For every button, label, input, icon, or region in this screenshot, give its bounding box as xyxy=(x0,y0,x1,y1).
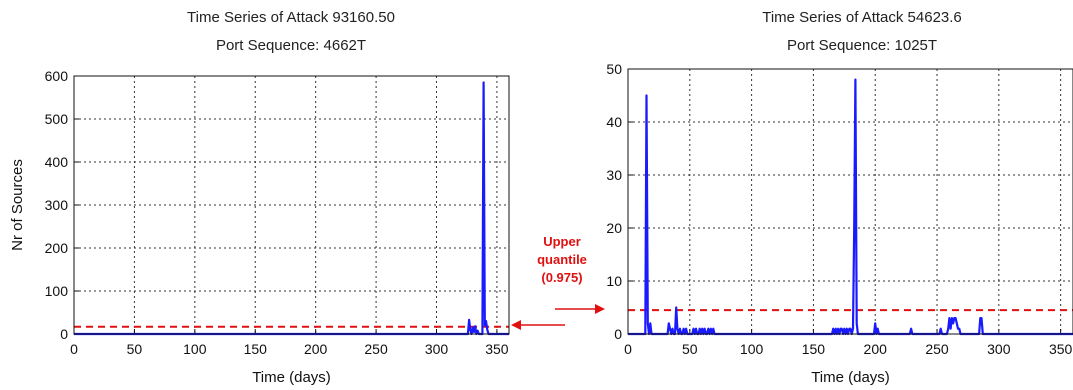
y-axis-label: Nr of Sources xyxy=(9,159,26,251)
annotation-line-3: (0.975) xyxy=(541,270,582,285)
y-tick-label: 40 xyxy=(606,114,622,130)
chart-subtitle: Port Sequence: 1025T xyxy=(787,37,937,54)
x-tick-label: 200 xyxy=(304,341,328,357)
chart-attack-93160: Time Series of Attack 93160.50 Port Seque… xyxy=(9,9,510,386)
series-line xyxy=(628,78,1073,336)
x-axis-label: Time (days) xyxy=(252,369,331,386)
x-tick-label: 350 xyxy=(485,341,509,357)
y-tick-label: 400 xyxy=(45,154,69,170)
annotation-line-2: quantile xyxy=(537,252,587,267)
y-tick-label: 10 xyxy=(606,273,622,289)
x-tick-label: 250 xyxy=(925,341,949,357)
y-tick-label: 300 xyxy=(45,197,69,213)
x-tick-label: 150 xyxy=(802,341,826,357)
chart-title: Time Series of Attack 54623.6 xyxy=(762,9,962,26)
x-tick-label: 300 xyxy=(425,341,449,357)
arrow-left-head xyxy=(511,320,521,330)
y-tick-label: 500 xyxy=(45,111,69,127)
plot-area xyxy=(628,69,1073,334)
x-tick-label: 200 xyxy=(864,341,888,357)
x-tick-label: 100 xyxy=(183,341,207,357)
chart-subtitle: Port Sequence: 4662T xyxy=(216,37,366,54)
plot-frame xyxy=(627,68,1073,335)
x-tick-label: 100 xyxy=(740,341,764,357)
y-tick-label: 100 xyxy=(45,283,69,299)
x-tick-label: 150 xyxy=(244,341,268,357)
y-tick-label: 0 xyxy=(60,326,68,342)
x-axis-label: Time (days) xyxy=(811,369,890,386)
upper-quantile-annotation: Upper quantile (0.975) xyxy=(511,234,605,330)
chart-title: Time Series of Attack 93160.50 xyxy=(187,9,395,26)
x-tick-label: 50 xyxy=(682,341,698,357)
y-tick-label: 0 xyxy=(614,326,622,342)
x-tick-label: 250 xyxy=(364,341,388,357)
y-tick-label: 20 xyxy=(606,220,622,236)
x-tick-label: 350 xyxy=(1049,341,1073,357)
arrow-right-head xyxy=(595,304,605,314)
y-tick-label: 50 xyxy=(606,61,622,77)
x-tick-label: 300 xyxy=(987,341,1011,357)
x-tick-label: 0 xyxy=(624,341,632,357)
y-tick-label: 30 xyxy=(606,167,622,183)
y-tick-label: 600 xyxy=(45,68,69,84)
x-tick-label: 0 xyxy=(70,341,78,357)
x-tick-label: 50 xyxy=(127,341,143,357)
annotation-line-1: Upper xyxy=(543,234,581,249)
plot-frame xyxy=(73,75,510,335)
y-tick-label: 200 xyxy=(45,240,69,256)
chart-attack-54623: Time Series of Attack 54623.6 Port Sequen… xyxy=(606,9,1073,386)
